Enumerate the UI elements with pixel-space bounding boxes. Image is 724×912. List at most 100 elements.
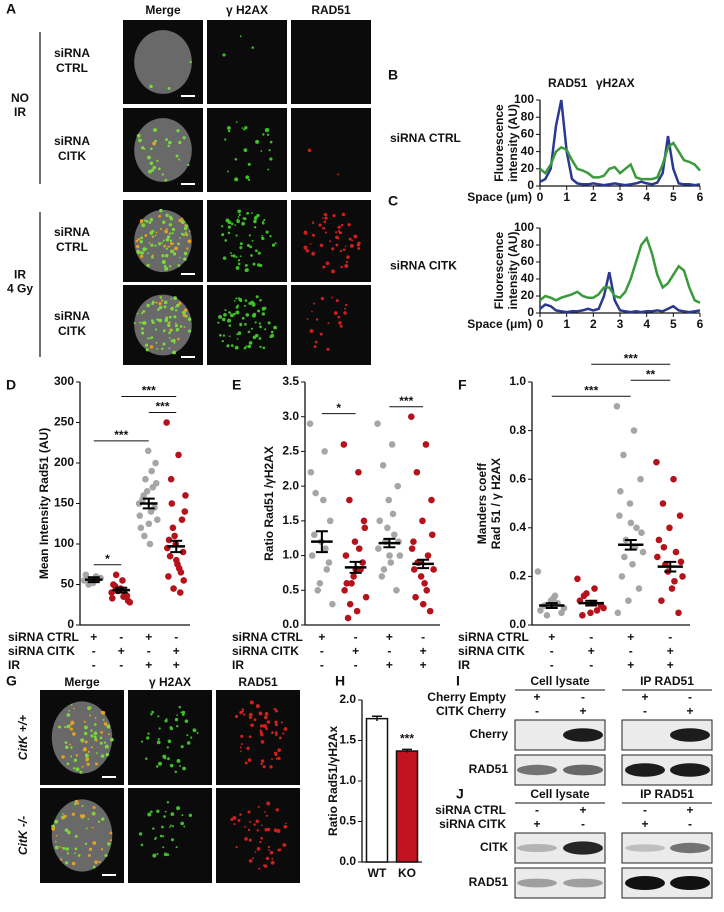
panel-label: J xyxy=(456,786,464,802)
focus xyxy=(176,759,181,763)
focus xyxy=(101,710,106,715)
focus xyxy=(243,148,248,153)
focus xyxy=(247,178,251,181)
significance-label: *** xyxy=(400,732,414,746)
focus xyxy=(175,328,179,332)
focus xyxy=(165,247,168,250)
data-point xyxy=(343,580,351,587)
focus xyxy=(357,241,361,245)
focus xyxy=(142,247,147,252)
data-point xyxy=(626,500,634,507)
micrograph xyxy=(216,788,300,883)
data-point xyxy=(144,447,152,455)
condition-mark: - xyxy=(550,644,554,658)
focus xyxy=(93,735,97,739)
focus xyxy=(174,324,179,328)
focus xyxy=(348,237,352,241)
focus xyxy=(168,347,171,350)
focus xyxy=(157,715,160,718)
data-point xyxy=(616,512,623,519)
focus xyxy=(73,707,75,710)
focus xyxy=(145,348,149,352)
focus xyxy=(186,741,191,745)
focus xyxy=(243,346,247,350)
error-bar xyxy=(383,537,396,549)
data-point xyxy=(637,475,644,483)
data-point xyxy=(428,531,436,539)
focus xyxy=(155,341,158,344)
focus xyxy=(66,852,70,855)
focus xyxy=(99,741,103,745)
data-point xyxy=(136,512,144,519)
focus xyxy=(64,726,67,729)
focus xyxy=(155,301,158,304)
focus xyxy=(167,757,170,761)
focus xyxy=(72,732,76,736)
band xyxy=(670,842,710,854)
focus xyxy=(79,814,84,818)
y-tick-label: 300 xyxy=(54,374,74,388)
focus xyxy=(282,732,285,735)
focus xyxy=(175,154,179,158)
focus xyxy=(267,168,270,171)
y-tick-label: 0.5 xyxy=(339,814,356,828)
focus xyxy=(167,144,170,148)
focus xyxy=(282,843,287,847)
focus xyxy=(85,827,88,830)
condition-mark: - xyxy=(320,644,324,658)
focus xyxy=(180,219,185,224)
focus xyxy=(165,213,169,217)
focus xyxy=(329,240,332,243)
focus xyxy=(255,819,260,824)
focus xyxy=(140,236,144,240)
focus xyxy=(247,828,251,832)
focus xyxy=(158,214,161,218)
data-point xyxy=(421,580,428,587)
focus xyxy=(269,765,273,769)
focus xyxy=(189,60,192,64)
data-point xyxy=(385,496,393,504)
data-point xyxy=(583,590,590,597)
x-tick-label: 0 xyxy=(537,317,544,331)
focus xyxy=(169,315,172,319)
error-bar xyxy=(664,560,677,573)
focus xyxy=(237,216,240,218)
condition-mark: + xyxy=(667,644,674,658)
focus xyxy=(141,223,146,228)
focus xyxy=(311,251,316,256)
focus xyxy=(275,733,278,736)
x-tick-label: 1 xyxy=(563,190,570,204)
focus xyxy=(162,754,167,759)
focus xyxy=(262,724,267,729)
data-point xyxy=(614,609,622,617)
focus xyxy=(269,157,273,161)
focus xyxy=(250,300,255,305)
focus xyxy=(158,305,163,310)
focus xyxy=(101,817,105,821)
focus xyxy=(163,264,167,268)
data-point xyxy=(126,599,134,606)
focus xyxy=(246,212,250,215)
data-point xyxy=(387,559,395,566)
data-point xyxy=(169,524,177,532)
focus xyxy=(88,847,93,851)
focus xyxy=(319,332,323,336)
focus xyxy=(61,755,65,759)
column-header: RAD51 xyxy=(311,3,351,17)
focus xyxy=(84,842,88,846)
data-point xyxy=(384,524,391,532)
data-point xyxy=(600,604,607,612)
focus xyxy=(188,813,193,817)
focus xyxy=(186,734,189,737)
band xyxy=(670,876,710,890)
y-tick-label: 20 xyxy=(521,161,535,175)
panel-label: F xyxy=(458,377,467,393)
data-point xyxy=(668,585,676,592)
focus xyxy=(344,245,347,248)
focus xyxy=(157,242,162,246)
data-point xyxy=(537,607,544,614)
focus xyxy=(230,817,234,821)
focus xyxy=(91,826,94,829)
focus xyxy=(341,212,346,217)
focus xyxy=(264,827,268,832)
